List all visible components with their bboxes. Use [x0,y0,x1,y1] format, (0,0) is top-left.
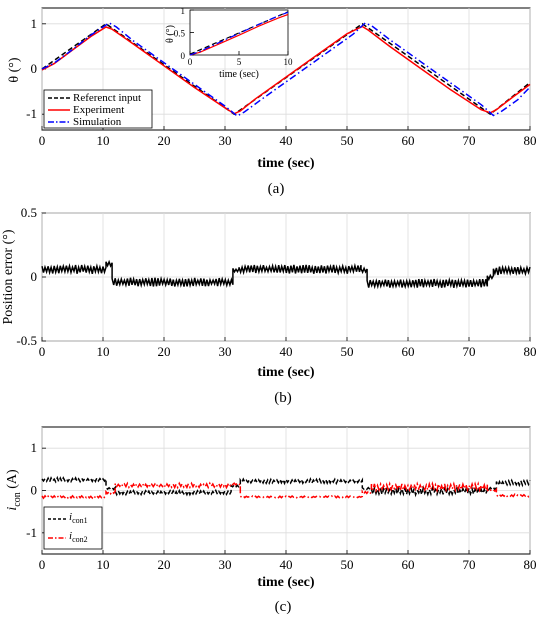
panel-a-xtick-label: 40 [280,133,293,148]
legend-c: icon1 icon2 [43,506,103,550]
legend-a: Referenct input Experiment Simulation [43,89,153,129]
panel-a-xtick-label: 30 [219,133,232,148]
panel-b-ytick-label: 0.5 [21,205,37,220]
panel-a-xtick-label: 50 [341,133,354,148]
panel-c-ytick-label: 1 [31,440,38,455]
panel-b-xtick-label: 20 [158,344,171,359]
inset-y-label: θ (°) [165,25,176,43]
ticks-b: 0 10 20 30 40 50 60 70 80-0.500.5 [16,205,536,359]
legend-box-c [43,506,103,550]
inset-ytick-label: 0.5 [174,29,186,39]
panel-b-xtick-label: 40 [280,344,293,359]
legend-label-icon2: icon2 [69,530,88,544]
inset-xtick-label: 5 [237,57,242,67]
panel-a-ytick-label: 1 [31,16,38,31]
panel-c-xtick-label: 10 [97,557,110,572]
inset-series-1 [189,13,289,56]
grid-b [41,212,531,342]
x-axis-label-c: time (sec) [257,575,314,590]
panel-a-xtick-label: 20 [158,133,171,148]
panel-b-ytick-label: -0.5 [16,333,37,348]
panel-b-xtick-label: 0 [39,344,46,359]
caption-b: (b) [274,390,292,406]
panel-a-ytick-label: -1 [26,106,37,121]
grid-c [41,427,531,554]
panel-c-xtick-label: 70 [463,557,476,572]
legend-label-simulation: Simulation [73,116,122,128]
inset-xtick-label: 0 [188,57,193,67]
panel-c-series-0 [41,475,531,498]
panel-b-xtick-label: 80 [524,344,537,359]
ticks-c: 0 10 20 30 40 50 60 70 80 -1 0 1 [26,440,536,572]
panel-b-xtick-label: 60 [402,344,415,359]
caption-c: (c) [275,599,292,615]
y-axis-label-c-unit: (A) [5,469,20,492]
panel-a: 0 10 20 30 40 50 60 70 80-101 time (sec) θ (°) (… [7,6,537,197]
panel-b-xtick-label: 70 [463,344,476,359]
y-axis-label-c-subscript: con [12,492,23,506]
panel-c-xtick-label: 30 [219,557,232,572]
panel-b-xtick-label: 50 [341,344,354,359]
inset-ytick-label: 1 [181,6,186,16]
y-axis-label-b: Position error (°) [1,229,16,324]
panel-c-xtick-label: 50 [341,557,354,572]
inset-series-2 [189,11,289,56]
panel-b-xtick-label: 30 [219,344,232,359]
panel-b-xtick-label: 10 [97,344,110,359]
panel-c-ytick-label: -1 [26,525,37,540]
panel-a-xtick-label: 10 [97,133,110,148]
series-b [41,259,531,290]
panel-c: 0 10 20 30 40 50 60 70 80 -1 0 1 time (sec) icon (A… [5,426,537,615]
legend-label-icon1: icon1 [69,511,88,525]
panel-b-ytick-label: 0 [31,269,38,284]
legend-label-experiment: Experiment [73,104,124,116]
inset-plot-area [189,9,289,56]
y-axis-label-c-symbol: i [5,507,20,511]
panel-a-series-2 [41,21,531,117]
panel-c-xtick-label: 0 [39,557,46,572]
series-c [41,475,531,500]
panel-c-ytick-label: 0 [31,483,38,498]
inset-ytick-label: 0 [181,51,186,61]
x-axis-label-a: time (sec) [257,156,314,171]
panel-c-series-1 [41,481,531,500]
series-a [41,21,531,117]
y-axis-label-c: icon (A) [5,469,23,511]
panel-a-ytick-label: 0 [31,61,38,76]
inset-x-label: time (sec) [219,69,259,80]
inset-a: 0 5 10 0 0.5 1 time (sec) θ (°) [165,6,293,80]
panel-c-xtick-label: 40 [280,557,293,572]
panel-a-xtick-label: 60 [402,133,415,148]
panel-c-xtick-label: 80 [524,557,537,572]
panel-c-xtick-label: 60 [402,557,415,572]
panel-a-xtick-label: 0 [39,133,46,148]
panel-a-xtick-label: 70 [463,133,476,148]
ticks-a: 0 10 20 30 40 50 60 70 80-101 [26,16,536,148]
inset-series [189,11,289,56]
caption-a: (a) [268,181,285,197]
x-axis-label-b: time (sec) [257,365,314,380]
panel-b: 0 10 20 30 40 50 60 70 80-0.500.5 time (sec) Pos… [1,205,537,406]
legend-label-reference: Referenct input [73,92,141,104]
panel-a-series-1 [41,25,531,115]
panel-a-xtick-label: 80 [524,133,537,148]
inset-xtick-label: 10 [284,57,294,67]
y-axis-label-a: θ (°) [7,57,22,82]
panel-b-series-0 [41,259,531,290]
panel-c-xtick-label: 20 [158,557,171,572]
